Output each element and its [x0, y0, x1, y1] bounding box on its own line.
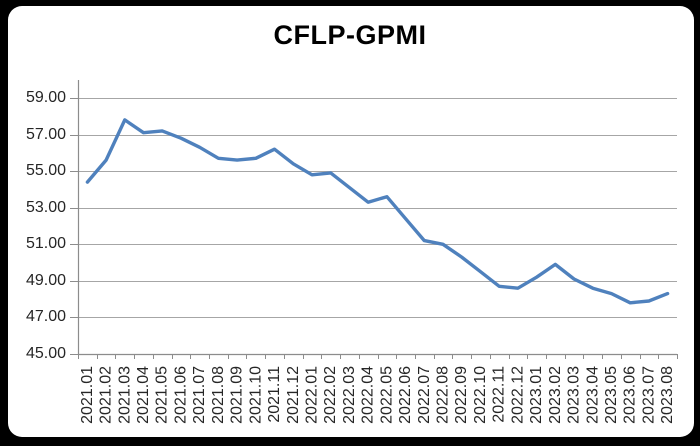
y-axis-label: 57.00 [25, 125, 66, 143]
x-axis-label: 2023.07 [640, 366, 657, 424]
x-axis-label: 2022.12 [509, 366, 526, 424]
x-axis-label: 2022.03 [341, 366, 358, 424]
x-axis-label: 2022.07 [416, 366, 433, 424]
x-axis-label: 2022.09 [453, 366, 470, 424]
x-axis-label: 2021.06 [172, 366, 189, 424]
x-axis-label: 2021.02 [98, 366, 115, 424]
x-axis-label: 2021.11 [266, 366, 283, 423]
x-axis-label: 2023.04 [584, 366, 601, 424]
x-axis-label: 2022.02 [322, 366, 339, 424]
x-axis-label: 2022.04 [360, 366, 377, 424]
y-axis-label: 55.00 [25, 162, 66, 180]
x-axis-label: 2021.07 [191, 366, 208, 424]
x-axis-label: 2023.06 [622, 366, 639, 424]
x-axis-label: 2022.01 [303, 366, 320, 424]
x-axis-label: 2021.05 [154, 366, 171, 424]
y-axis-label: 53.00 [25, 198, 66, 216]
x-axis-label: 2022.05 [378, 366, 395, 424]
x-axis-label: 2022.11 [491, 366, 508, 423]
x-axis-label: 2023.02 [547, 366, 564, 424]
y-axis-label: 59.00 [25, 88, 66, 106]
chart-title: CFLP-GPMI [273, 20, 427, 50]
x-axis-label: 2021.08 [210, 366, 227, 424]
y-axis-label: 49.00 [25, 271, 66, 289]
x-axis-label: 2022.06 [397, 366, 414, 424]
y-axis-label: 45.00 [25, 345, 66, 362]
x-axis-label: 2023.08 [659, 366, 676, 424]
x-axis-label: 2022.10 [472, 366, 489, 424]
x-axis-label: 2023.03 [566, 366, 583, 424]
x-axis-label: 2021.03 [116, 366, 133, 424]
x-axis-label: 2022.08 [435, 366, 452, 424]
series-line [85, 118, 670, 305]
x-axis-label: 2021.12 [285, 366, 302, 424]
chart-panel [8, 6, 694, 437]
x-axis-label: 2023.01 [528, 366, 545, 424]
y-axis-label: 51.00 [25, 235, 66, 253]
y-axis-label: 47.00 [25, 308, 66, 326]
x-axis-label: 2023.05 [603, 366, 620, 424]
x-axis-label: 2021.01 [79, 366, 96, 424]
x-axis-label: 2021.09 [229, 366, 246, 424]
x-axis-label: 2021.10 [247, 366, 264, 424]
x-axis-label: 2021.04 [135, 366, 152, 424]
